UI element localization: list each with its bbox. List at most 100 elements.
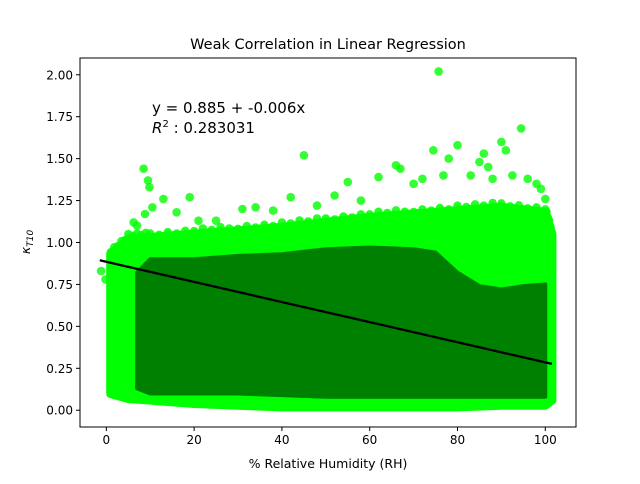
y-tick-label: 0.25 bbox=[46, 362, 73, 376]
scatter-point bbox=[343, 177, 353, 187]
scatter-point bbox=[194, 216, 203, 225]
point-cloud-fringe bbox=[106, 198, 555, 257]
scatter-point bbox=[198, 224, 208, 233]
scatter-point bbox=[439, 171, 448, 180]
y-tick-label: 1.00 bbox=[46, 236, 73, 250]
r-squared-symbol: R bbox=[152, 119, 162, 137]
scatter-point bbox=[96, 266, 106, 276]
scatter-point bbox=[396, 164, 405, 173]
scatter-point bbox=[148, 203, 157, 212]
y-tick-label: 1.50 bbox=[46, 152, 73, 166]
plot-area bbox=[96, 67, 557, 412]
scatter-point bbox=[506, 202, 515, 211]
scatter-point bbox=[268, 206, 278, 215]
scatter-point bbox=[140, 209, 150, 219]
scatter-point bbox=[154, 230, 164, 239]
scatter-point bbox=[109, 369, 119, 378]
scatter-point bbox=[185, 192, 194, 202]
scatter-point bbox=[466, 171, 476, 180]
scatter-point bbox=[106, 313, 115, 323]
scatter-point bbox=[523, 204, 532, 213]
scatter-point bbox=[479, 149, 489, 158]
scatter-point bbox=[216, 222, 225, 232]
y-axis: 0.00 0.25 0.50 0.75 1.00 1.25 1.50 1.75 2.00 bbox=[46, 68, 80, 418]
scatter-point bbox=[514, 201, 524, 210]
scatter-point bbox=[508, 171, 517, 180]
x-axis-label: % Relative Humidity (RH) bbox=[249, 456, 408, 471]
scatter-point bbox=[427, 206, 436, 215]
scatter-point bbox=[497, 199, 506, 208]
scatter-point bbox=[409, 179, 418, 189]
scatter-point bbox=[453, 201, 462, 210]
x-tick-label: 20 bbox=[186, 433, 201, 447]
scatter-point bbox=[470, 200, 480, 209]
scatter-point bbox=[189, 226, 199, 236]
scatter-point bbox=[251, 203, 260, 212]
point-cloud-core bbox=[135, 245, 548, 399]
scatter-point bbox=[304, 217, 313, 226]
scatter-point bbox=[409, 207, 418, 217]
scatter-point bbox=[181, 226, 190, 235]
scatter-point bbox=[545, 216, 554, 225]
scatter-point bbox=[172, 208, 181, 217]
scatter-point bbox=[207, 225, 216, 234]
scatter-point bbox=[159, 194, 168, 204]
scatter-point bbox=[113, 384, 122, 393]
scatter-point bbox=[172, 229, 181, 238]
y-axis-label: κT10 bbox=[18, 230, 36, 255]
scatter-point bbox=[536, 184, 546, 194]
scatter-point bbox=[400, 207, 409, 216]
y-tick-label: 1.25 bbox=[46, 194, 73, 208]
scatter-point bbox=[391, 206, 401, 215]
scatter-point bbox=[251, 223, 260, 232]
y-tick-label: 1.75 bbox=[46, 110, 73, 124]
scatter-point bbox=[163, 227, 172, 237]
scatter-point bbox=[434, 67, 443, 76]
scatter-point bbox=[321, 214, 330, 223]
scatter-point bbox=[339, 212, 348, 221]
scatter-point bbox=[146, 229, 155, 238]
scatter-point bbox=[330, 215, 339, 224]
scatter-point bbox=[143, 176, 153, 185]
scatter-point bbox=[132, 221, 142, 230]
scatter-point bbox=[286, 192, 296, 202]
y-axis-label-main: κ bbox=[18, 246, 33, 254]
scatter-point bbox=[541, 194, 550, 204]
scatter-point bbox=[374, 207, 383, 216]
scatter-point bbox=[418, 174, 427, 184]
scatter-point bbox=[444, 154, 454, 163]
scatter-point bbox=[268, 221, 278, 231]
x-tick-label: 40 bbox=[274, 433, 289, 447]
scatter-point bbox=[532, 203, 541, 212]
scatter-point bbox=[120, 236, 129, 245]
r-squared-annotation: R2 : 0.283031 bbox=[152, 119, 255, 137]
scatter-point bbox=[483, 162, 493, 172]
scatter-point bbox=[356, 210, 366, 219]
scatter-point bbox=[475, 157, 484, 167]
scatter-point bbox=[101, 275, 110, 284]
chart-title: Weak Correlation in Linear Regression bbox=[190, 37, 466, 53]
r-squared-value: : 0.283031 bbox=[169, 119, 255, 137]
scatter-point bbox=[233, 224, 243, 233]
scatter-point bbox=[383, 208, 392, 218]
scatter-point bbox=[238, 204, 247, 214]
scatter-point bbox=[242, 221, 251, 231]
x-tick-label: 60 bbox=[362, 433, 377, 447]
scatter-point bbox=[286, 219, 295, 228]
scatter-point bbox=[516, 124, 526, 133]
scatter-point bbox=[501, 146, 511, 155]
y-tick-label: 0.50 bbox=[46, 320, 73, 334]
x-tick-label: 80 bbox=[450, 433, 465, 447]
scatter-point bbox=[260, 220, 269, 229]
scatter-point bbox=[330, 191, 339, 200]
scatter-point bbox=[365, 210, 374, 219]
scatter-point bbox=[546, 222, 555, 231]
regression-line bbox=[99, 259, 553, 366]
scatter-point bbox=[139, 164, 148, 173]
scatter-point bbox=[453, 140, 462, 150]
scatter-point bbox=[497, 137, 506, 147]
scatter-point bbox=[277, 218, 287, 227]
scatter-point bbox=[444, 205, 453, 214]
